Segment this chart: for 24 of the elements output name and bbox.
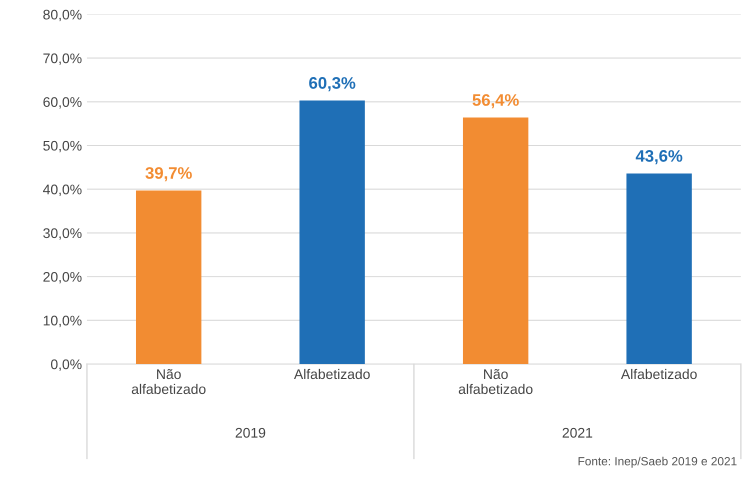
y-tick-label: 70,0% [43, 53, 82, 65]
x-tick-label: Não alfabetizado [458, 369, 533, 394]
x-tick-label: Alfabetizado [620, 368, 697, 380]
text: 2021 [562, 428, 592, 438]
text: 2019 [236, 428, 266, 438]
y-tick-label: 0,0% [50, 359, 82, 371]
bar [462, 118, 528, 364]
bar [136, 190, 202, 364]
y-tick-label: 80,0% [43, 10, 82, 22]
y-tick-label: 60,0% [43, 97, 82, 109]
y-tick-label: 40,0% [43, 184, 82, 196]
y-tick-label: 20,0% [43, 272, 82, 284]
y-tick-label: 30,0% [43, 228, 82, 240]
bar [299, 100, 365, 364]
data-label: 39,7% [145, 167, 192, 182]
y-tick-label: 50,0% [43, 140, 82, 152]
bar [626, 173, 692, 364]
x-tick-label: Não alfabetizado [132, 369, 206, 394]
x-tick-label: Alfabetizado [294, 368, 370, 380]
y-tick-label: 10,0% [44, 316, 82, 328]
data-label: 43,6% [636, 150, 682, 164]
data-label: 56,4% [472, 94, 519, 108]
source-note: Fonte: Inep/Saeb 2019 e 2021 [578, 456, 737, 468]
data-label: 60,3% [309, 77, 356, 92]
